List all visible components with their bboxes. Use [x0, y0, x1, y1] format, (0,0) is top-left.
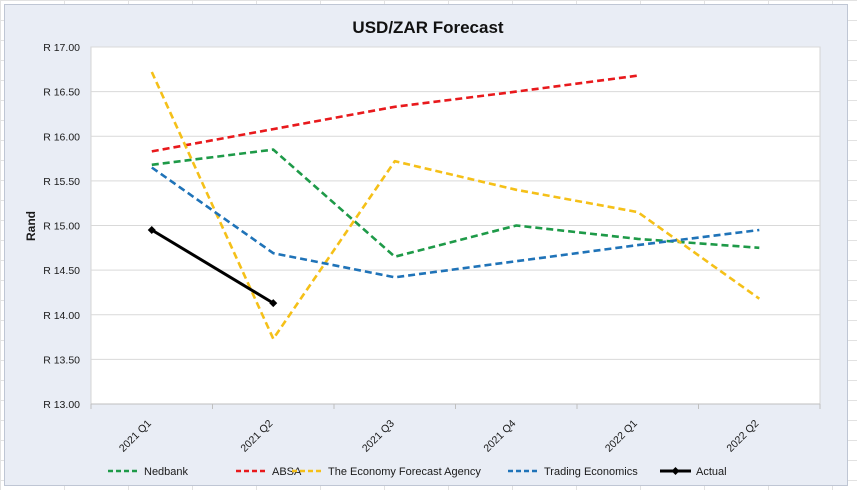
y-tick-label: R 16.50 — [43, 87, 80, 99]
series-line-nedbank[interactable] — [151, 148, 760, 259]
y-tick-label: R 13.00 — [43, 399, 80, 411]
y-tick-label: R 16.00 — [43, 131, 80, 143]
legend-label-actual: Actual — [696, 466, 727, 478]
y-tick-label: R 15.00 — [43, 221, 80, 233]
y-axis: R 13.00 R 13.50 R 14.00 R 14.50 R 15.00 R 15.… — [43, 42, 80, 411]
x-tick-label: 2021 Q4 — [481, 418, 518, 455]
y-axis-title: Rand — [24, 211, 38, 241]
chart-title: USD/ZAR Forecast — [352, 18, 503, 37]
series-line-the-economy-forecast-agency[interactable] — [150, 71, 761, 341]
legend-label-nedbank: Nedbank — [144, 466, 189, 478]
x-tick-label: 2022 Q1 — [603, 418, 640, 455]
y-tick-label: R 13.50 — [43, 354, 80, 366]
y-tick-label: R 15.50 — [43, 176, 80, 188]
x-tick-label: 2021 Q3 — [360, 418, 397, 455]
legend-label-the-economy-forecast-agency: The Economy Forecast Agency — [328, 466, 481, 478]
x-axis: 2021 Q1 2021 Q2 2021 Q3 2021 Q4 2022 Q1 2022 … — [90, 403, 821, 455]
x-tick-label: 2021 Q1 — [117, 418, 154, 455]
data-point-actual[interactable] — [269, 299, 278, 308]
series-line-trading-economics[interactable] — [151, 166, 760, 279]
legend-label-trading-economics: Trading Economics — [544, 466, 638, 478]
x-tick-label: 2021 Q2 — [238, 418, 275, 455]
legend-label-absa: ABSA — [272, 466, 302, 478]
x-tick-label: 2022 Q2 — [724, 418, 761, 455]
series-line-absa[interactable] — [151, 74, 638, 153]
legend[interactable]: Nedbank ABSA The Economy Forecast Agency Tr… — [108, 466, 727, 478]
legend-marker-actual — [671, 467, 680, 475]
y-tick-label: R 14.00 — [43, 310, 80, 322]
y-tick-label: R 14.50 — [43, 265, 80, 277]
y-tick-label: R 17.00 — [43, 42, 80, 54]
data-point-actual[interactable] — [147, 225, 156, 234]
series-line-actual[interactable] — [151, 228, 275, 305]
series-lines — [147, 71, 761, 341]
